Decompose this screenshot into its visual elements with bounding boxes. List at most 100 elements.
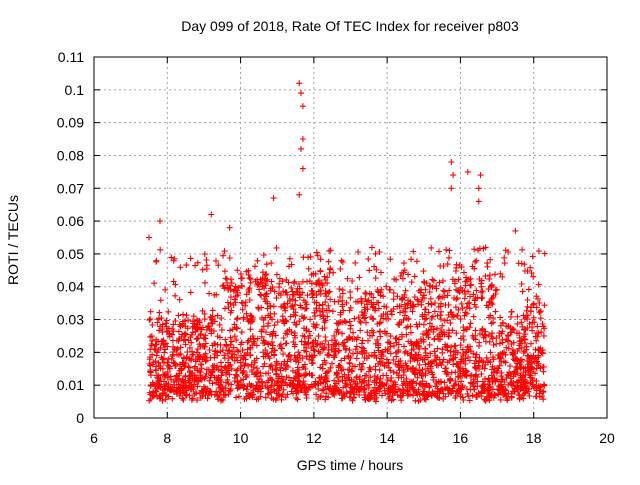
data-point — [226, 255, 233, 261]
data-point — [285, 352, 292, 359]
data-point — [467, 293, 473, 300]
data-point — [442, 385, 449, 392]
data-point — [227, 334, 234, 341]
data-point — [354, 298, 361, 305]
data-point — [472, 354, 479, 361]
data-point — [268, 260, 275, 267]
data-point — [249, 316, 256, 323]
data-point — [268, 382, 275, 389]
data-point — [227, 309, 234, 316]
data-point — [500, 320, 506, 327]
data-point — [357, 327, 364, 334]
data-point — [231, 321, 238, 328]
data-point — [503, 323, 510, 329]
data-point — [259, 269, 266, 276]
data-point — [220, 252, 227, 259]
data-point — [384, 339, 391, 346]
data-point — [394, 293, 401, 300]
data-point — [235, 284, 242, 291]
data-point — [214, 312, 221, 319]
data-point — [266, 355, 273, 362]
data-point — [187, 255, 194, 262]
data-point — [323, 290, 329, 297]
data-point — [193, 349, 200, 356]
data-point — [268, 349, 275, 356]
data-point — [225, 285, 232, 292]
x-tick-label: 10 — [233, 430, 249, 446]
data-point — [296, 294, 303, 301]
data-point — [304, 292, 311, 299]
data-point — [486, 390, 493, 397]
data-point — [222, 363, 229, 370]
data-point — [464, 325, 471, 332]
data-point — [354, 334, 361, 341]
x-tick-label: 8 — [163, 430, 171, 446]
y-tick-label: 0.05 — [57, 246, 84, 262]
data-point — [518, 319, 525, 326]
data-point — [337, 266, 344, 272]
data-point — [325, 302, 332, 309]
data-point — [238, 352, 244, 359]
data-point — [204, 395, 211, 402]
data-point — [531, 355, 538, 362]
data-point — [200, 383, 207, 390]
data-point — [535, 360, 542, 367]
data-point — [335, 348, 342, 354]
data-point — [472, 336, 479, 343]
data-point — [411, 273, 418, 280]
data-point — [476, 276, 483, 282]
data-point — [237, 271, 244, 277]
data-point — [481, 388, 488, 395]
data-point — [159, 356, 166, 362]
data-point — [368, 352, 375, 359]
data-point — [187, 334, 194, 341]
data-point — [483, 302, 490, 309]
data-point — [434, 312, 441, 319]
data-point — [295, 389, 302, 396]
data-point — [185, 337, 192, 344]
data-point — [539, 393, 546, 399]
data-point — [351, 335, 358, 342]
data-point — [255, 395, 262, 402]
data-point — [175, 352, 182, 358]
data-point — [502, 359, 509, 366]
data-point — [389, 385, 396, 392]
data-point — [302, 381, 308, 387]
data-point — [348, 367, 355, 374]
data-point — [505, 332, 512, 339]
data-point — [282, 394, 289, 401]
data-point — [540, 381, 547, 388]
data-point — [441, 288, 448, 295]
data-point — [324, 369, 331, 376]
data-point — [326, 386, 333, 393]
data-point — [208, 319, 215, 326]
data-point — [435, 304, 442, 310]
data-point — [302, 365, 309, 372]
data-point — [303, 371, 310, 378]
data-point — [291, 319, 298, 326]
data-point — [338, 395, 345, 402]
data-point — [166, 365, 173, 372]
data-point — [316, 281, 323, 288]
data-point — [292, 312, 299, 319]
data-point — [203, 370, 210, 377]
data-point — [465, 288, 472, 295]
data-point — [379, 392, 385, 399]
data-point — [470, 376, 477, 383]
data-point — [370, 294, 377, 301]
data-point — [197, 354, 204, 361]
data-point — [508, 341, 515, 347]
data-point — [226, 371, 233, 378]
data-point — [359, 337, 366, 344]
data-point — [524, 380, 531, 386]
data-point — [507, 313, 514, 320]
data-point — [353, 374, 360, 381]
data-point — [257, 276, 264, 283]
data-point — [177, 388, 184, 394]
data-point — [296, 318, 303, 325]
data-point — [218, 359, 224, 366]
data-point — [184, 349, 191, 355]
data-point — [268, 362, 275, 369]
data-point — [201, 251, 208, 258]
data-point — [352, 259, 359, 266]
